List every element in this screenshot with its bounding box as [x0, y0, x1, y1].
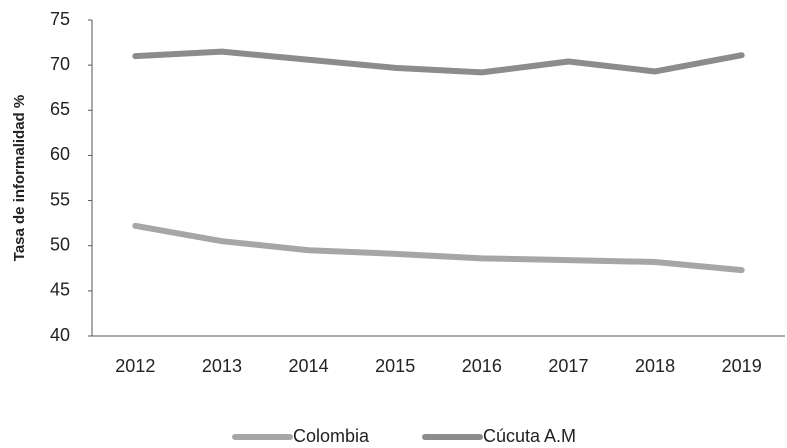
x-tick-label: 2017 — [548, 356, 588, 376]
y-tick-label: 65 — [50, 99, 70, 119]
y-axis-label: Tasa de informalidad % — [11, 95, 28, 261]
x-tick-label: 2015 — [375, 356, 415, 376]
x-tick-label: 2013 — [202, 356, 242, 376]
series-line — [132, 48, 745, 76]
legend-label: Colombia — [293, 426, 370, 446]
x-tick-label: 2014 — [289, 356, 329, 376]
legend-label: Cúcuta A.M — [483, 426, 576, 446]
x-tick-label: 2012 — [115, 356, 155, 376]
series-line — [132, 222, 745, 274]
x-tick-label: 2019 — [722, 356, 762, 376]
y-tick-label: 50 — [50, 234, 70, 254]
y-tick-label: 40 — [50, 325, 70, 345]
y-tick-label: 70 — [50, 54, 70, 74]
y-tick-label: 45 — [50, 280, 70, 300]
y-tick-label: 60 — [50, 144, 70, 164]
y-tick-label: 75 — [50, 9, 70, 29]
x-tick-label: 2016 — [462, 356, 502, 376]
x-tick-label: 2018 — [635, 356, 675, 376]
y-tick-label: 55 — [50, 189, 70, 209]
